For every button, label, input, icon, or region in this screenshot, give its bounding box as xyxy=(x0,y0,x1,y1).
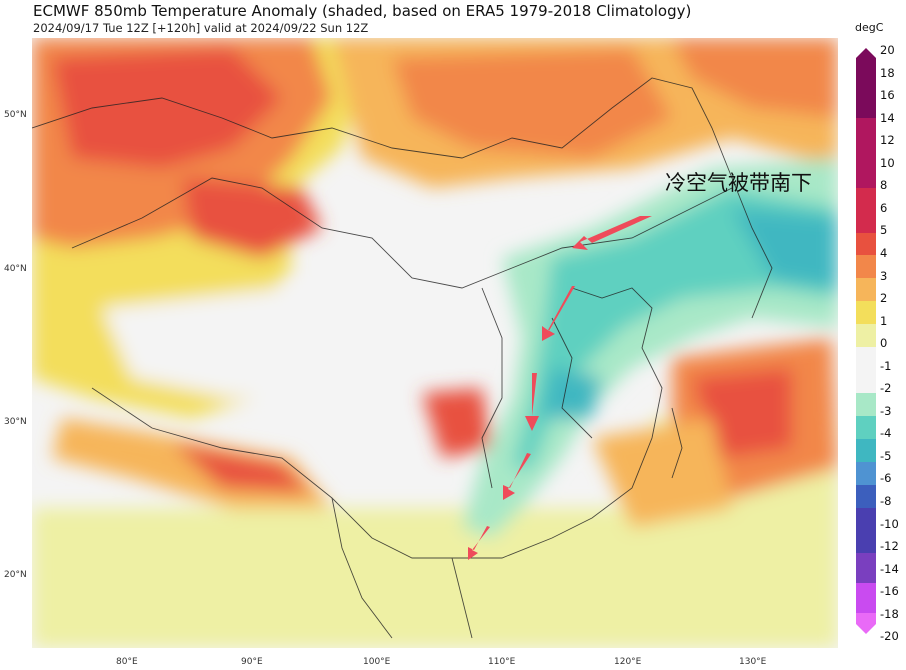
colorbar xyxy=(856,48,876,634)
annotation-text: 冷空气被带南下 xyxy=(665,171,812,195)
colorbar-tick-label: 0 xyxy=(880,336,888,351)
map-title: ECMWF 850mb Temperature Anomaly (shaded,… xyxy=(33,2,692,20)
colorbar-tick-label: 18 xyxy=(880,65,895,80)
map-subtitle: 2024/09/17 Tue 12Z [+120h] valid at 2024… xyxy=(33,21,369,35)
colorbar-tick-label: 6 xyxy=(880,200,888,215)
lon-label-90: 90°E xyxy=(241,657,263,667)
borders xyxy=(32,77,773,639)
colorbar-tick-label: -18 xyxy=(880,606,899,621)
colorbar-tick-label: -1 xyxy=(880,358,892,373)
colorbar-tick-label: 14 xyxy=(880,110,895,125)
lon-label-130: 130°E xyxy=(739,657,767,667)
temperature-anomaly-map xyxy=(32,38,838,648)
colorbar-tick-label: -6 xyxy=(880,471,892,486)
colorbar-tick-label: 4 xyxy=(880,245,888,260)
colorbar-tick-label: -3 xyxy=(880,403,892,418)
cold-air-arrows xyxy=(468,216,652,560)
map-shading xyxy=(32,38,838,648)
lat-label-30: 30°N xyxy=(4,417,27,427)
colorbar-tick-label: 10 xyxy=(880,155,895,170)
colorbar-tick-label: -20 xyxy=(880,629,899,644)
colorbar-tick-label: -16 xyxy=(880,584,899,599)
colorbar-tick-label: -2 xyxy=(880,381,892,396)
lat-label-50: 50°N xyxy=(4,110,27,120)
colorbar-tick-label: 2 xyxy=(880,291,888,306)
colorbar-tick-label: -8 xyxy=(880,494,892,508)
lat-label-20: 20°N xyxy=(4,570,27,580)
lon-label-120: 120°E xyxy=(614,657,642,667)
lon-label-110: 110°E xyxy=(488,657,516,667)
colorbar-unit: degC xyxy=(855,21,884,34)
colorbar-tick-label: 8 xyxy=(880,178,888,193)
colorbar-tick-label: -4 xyxy=(880,426,892,441)
colorbar-tick-label: -12 xyxy=(880,539,899,554)
colorbar-tick-label: -5 xyxy=(880,448,892,463)
colorbar-tick-label: 5 xyxy=(880,223,888,238)
colorbar-tick-label: 1 xyxy=(880,313,888,328)
lat-label-40: 40°N xyxy=(4,264,27,274)
lon-label-100: 100°E xyxy=(363,657,391,667)
colorbar-tick-label: 3 xyxy=(880,268,888,283)
colorbar-tick-label: -10 xyxy=(880,516,899,531)
colorbar-tick-label: 12 xyxy=(880,133,895,148)
colorbar-tick-label: -14 xyxy=(880,561,899,576)
lon-label-80: 80°E xyxy=(116,657,138,667)
colorbar-tick-label: 20 xyxy=(880,43,895,57)
colorbar-tick-label: 16 xyxy=(880,88,895,103)
